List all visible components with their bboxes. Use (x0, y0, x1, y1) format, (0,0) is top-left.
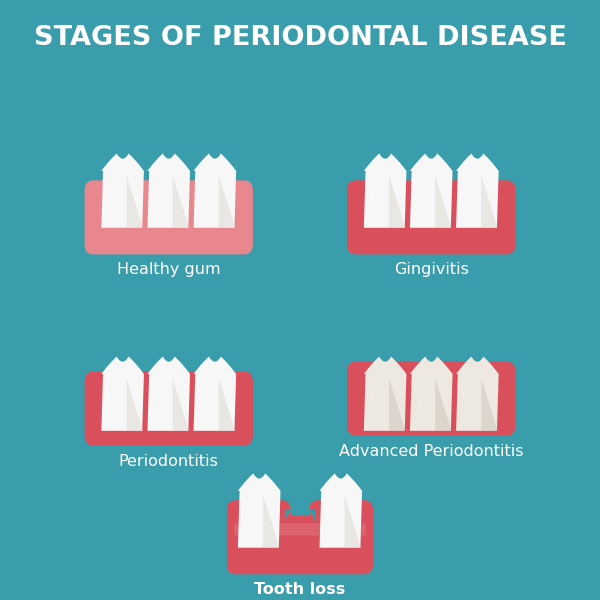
Polygon shape (344, 495, 361, 548)
Polygon shape (173, 175, 189, 228)
Polygon shape (195, 376, 203, 405)
Polygon shape (456, 154, 499, 228)
Polygon shape (149, 173, 157, 202)
Polygon shape (389, 378, 406, 431)
Polygon shape (148, 356, 190, 431)
Polygon shape (412, 173, 419, 202)
FancyBboxPatch shape (234, 523, 366, 535)
Polygon shape (103, 173, 111, 202)
Polygon shape (389, 175, 406, 228)
Polygon shape (481, 378, 497, 431)
FancyBboxPatch shape (227, 500, 291, 559)
Polygon shape (435, 175, 451, 228)
Polygon shape (263, 495, 280, 548)
FancyBboxPatch shape (309, 500, 373, 559)
Polygon shape (173, 378, 189, 431)
Polygon shape (239, 493, 247, 522)
Text: Gingivitis: Gingivitis (394, 262, 469, 277)
Polygon shape (410, 154, 452, 228)
Polygon shape (365, 376, 373, 405)
Polygon shape (238, 473, 280, 548)
Polygon shape (127, 175, 143, 228)
FancyBboxPatch shape (227, 515, 373, 574)
Polygon shape (127, 378, 143, 431)
FancyBboxPatch shape (85, 181, 253, 254)
Polygon shape (148, 154, 190, 228)
Polygon shape (149, 376, 157, 405)
Polygon shape (101, 154, 144, 228)
Polygon shape (458, 376, 466, 405)
Polygon shape (101, 356, 144, 431)
FancyBboxPatch shape (347, 362, 515, 436)
Polygon shape (103, 376, 111, 405)
Text: Advanced Periodontitis: Advanced Periodontitis (339, 443, 524, 458)
Polygon shape (194, 154, 236, 228)
Text: STAGES OF PERIODONTAL DISEASE: STAGES OF PERIODONTAL DISEASE (34, 25, 566, 50)
Polygon shape (410, 356, 452, 431)
FancyBboxPatch shape (85, 371, 253, 446)
Polygon shape (285, 508, 315, 526)
Text: Periodontitis: Periodontitis (119, 454, 218, 469)
Polygon shape (364, 356, 406, 431)
Polygon shape (458, 173, 466, 202)
Polygon shape (194, 356, 236, 431)
Polygon shape (412, 376, 419, 405)
Polygon shape (218, 175, 235, 228)
Polygon shape (195, 173, 203, 202)
FancyBboxPatch shape (347, 181, 515, 254)
Polygon shape (435, 378, 451, 431)
Text: Tooth loss: Tooth loss (254, 583, 346, 598)
Polygon shape (364, 154, 406, 228)
Polygon shape (218, 378, 235, 431)
Polygon shape (481, 175, 497, 228)
Polygon shape (321, 493, 329, 522)
Polygon shape (456, 356, 499, 431)
Text: Healthy gum: Healthy gum (117, 262, 221, 277)
Polygon shape (320, 473, 362, 548)
Polygon shape (365, 173, 373, 202)
